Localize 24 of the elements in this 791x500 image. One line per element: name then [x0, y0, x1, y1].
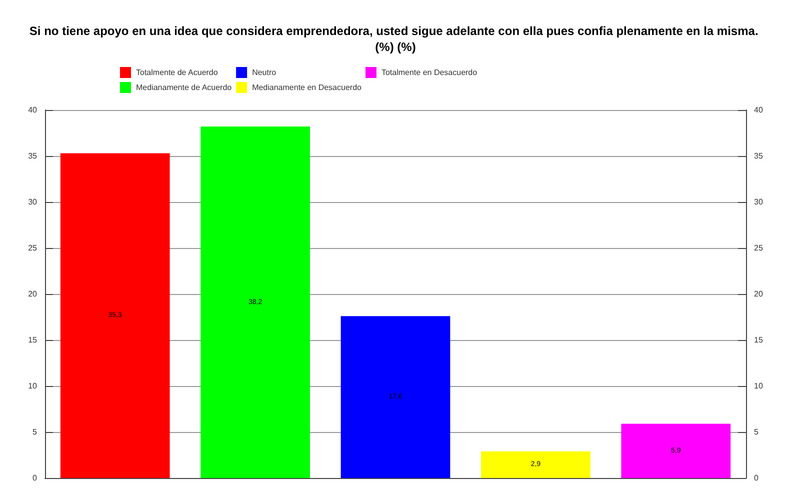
- y-tick-label: 20: [28, 290, 38, 298]
- y-tick-label: 15: [28, 336, 38, 344]
- legend-label: Medianamente de Acuerdo: [136, 83, 232, 92]
- legend-label: Medianamente en Desacuerdo: [252, 83, 362, 92]
- legend-label: Totalmente de Acuerdo: [136, 68, 218, 77]
- y-tick-label: 25: [28, 244, 38, 252]
- legend-label: Totalmente en Desacuerdo: [381, 68, 478, 77]
- legend-label: Neutro: [252, 68, 277, 77]
- y-tick-label: 35: [28, 152, 38, 160]
- y-tick-label: 30: [28, 198, 38, 206]
- y2-tick-label: 15: [754, 336, 764, 344]
- y-tick-label: 10: [28, 382, 38, 390]
- y2-tick-label: 25: [754, 244, 764, 252]
- y2-tick-label: 40: [754, 106, 764, 114]
- y2-tick-label: 0: [754, 474, 759, 482]
- y2-tick-label: 5: [754, 428, 759, 436]
- y2-tick-label: 20: [754, 290, 764, 298]
- y-tick-label: 5: [32, 428, 38, 436]
- chart-title: Si no tiene apoyo en una idea que considera emprendedora, usted sigue adelante con ella pues confia plenamente en la misma. (%) (%): [29, 24, 762, 54]
- y2-tick-label: 30: [754, 198, 764, 206]
- y-tick-label: 0: [32, 474, 38, 482]
- y2-tick-label: 35: [754, 152, 764, 160]
- y2-tick-label: 10: [754, 382, 764, 390]
- y-tick-label: 40: [28, 106, 38, 114]
